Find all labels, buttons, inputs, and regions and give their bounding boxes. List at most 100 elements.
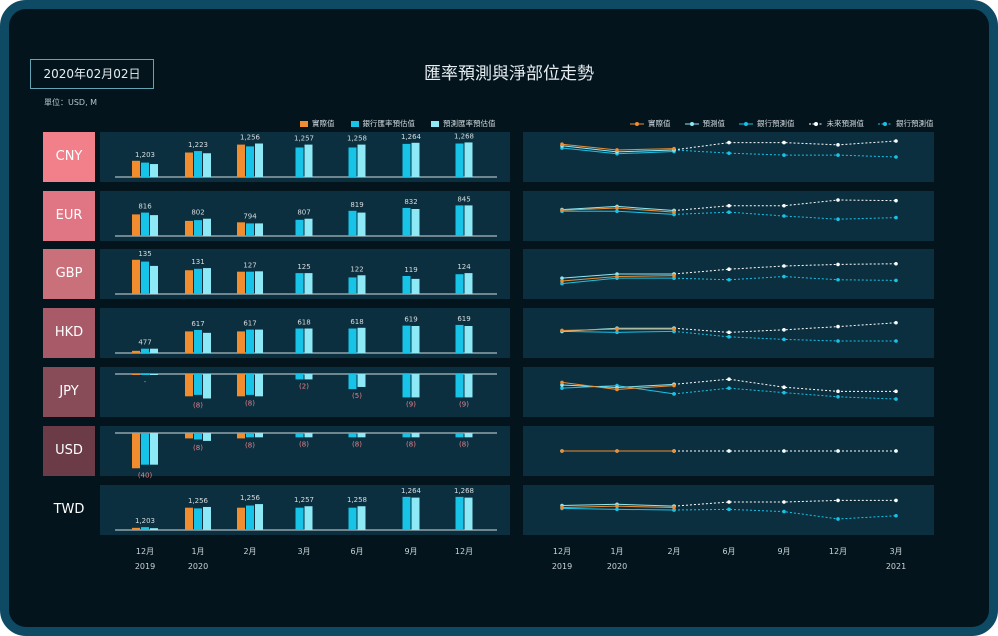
bar-actual[interactable] bbox=[185, 507, 193, 530]
line-future-point[interactable] bbox=[727, 330, 731, 335]
line-future-point[interactable] bbox=[782, 140, 786, 145]
bar-pred[interactable] bbox=[150, 348, 158, 353]
bar-bank[interactable] bbox=[455, 143, 464, 177]
bar-pred[interactable] bbox=[464, 273, 473, 294]
bar-bank[interactable] bbox=[348, 147, 357, 177]
line-actual-point[interactable] bbox=[672, 273, 676, 278]
line-bank-future-point[interactable] bbox=[836, 277, 840, 282]
line-actual-point[interactable] bbox=[560, 328, 564, 333]
bar-bank[interactable] bbox=[402, 496, 411, 530]
line-bank-future-point[interactable] bbox=[836, 153, 840, 157]
bar-actual[interactable] bbox=[237, 222, 245, 236]
line-bank-future-point[interactable] bbox=[894, 397, 898, 401]
line-bank-future-point[interactable] bbox=[727, 210, 731, 214]
bar-bank[interactable] bbox=[141, 374, 149, 375]
line-future-point[interactable] bbox=[727, 140, 731, 145]
bar-pred[interactable] bbox=[357, 433, 366, 438]
bar-pred[interactable] bbox=[464, 142, 473, 177]
line-bank-future-point[interactable] bbox=[727, 335, 731, 339]
line-actual-point[interactable] bbox=[615, 449, 619, 453]
bar-bank[interactable] bbox=[141, 162, 149, 177]
bar-pred[interactable] bbox=[203, 374, 211, 399]
line-future-point[interactable] bbox=[836, 324, 840, 329]
bar-pred[interactable] bbox=[411, 142, 420, 177]
line-future-point[interactable] bbox=[727, 449, 731, 453]
bar-pred[interactable] bbox=[304, 433, 313, 438]
bar-bank[interactable] bbox=[402, 433, 411, 438]
bar-bank[interactable] bbox=[141, 261, 149, 294]
bar-bank[interactable] bbox=[246, 223, 254, 236]
bar-pred[interactable] bbox=[464, 205, 473, 236]
bar-pred[interactable] bbox=[357, 327, 366, 353]
bar-pred[interactable] bbox=[411, 497, 420, 530]
bar-bank[interactable] bbox=[194, 329, 202, 353]
line-bank-point[interactable] bbox=[560, 386, 564, 390]
line-bank-point[interactable] bbox=[672, 276, 676, 280]
bar-pred[interactable] bbox=[255, 223, 263, 236]
bar-bank[interactable] bbox=[194, 433, 202, 440]
line-bank-future-point[interactable] bbox=[782, 153, 786, 157]
bar-pred[interactable] bbox=[150, 164, 158, 177]
bar-actual[interactable] bbox=[185, 270, 193, 294]
bar-pred[interactable] bbox=[357, 506, 366, 530]
bar-bank[interactable] bbox=[295, 273, 304, 294]
bar-actual[interactable] bbox=[185, 152, 193, 177]
bar-actual[interactable] bbox=[132, 160, 140, 177]
line-bank-future-point[interactable] bbox=[894, 155, 898, 159]
bar-pred[interactable] bbox=[150, 433, 158, 465]
bar-bank[interactable] bbox=[402, 325, 411, 353]
bar-bank[interactable] bbox=[455, 324, 464, 353]
line-actual-point[interactable] bbox=[672, 327, 676, 331]
bar-actual[interactable] bbox=[237, 507, 245, 530]
bar-pred[interactable] bbox=[255, 374, 263, 397]
bar-pred[interactable] bbox=[255, 143, 263, 177]
bar-pred[interactable] bbox=[150, 215, 158, 236]
bar-pred[interactable] bbox=[357, 275, 366, 294]
bar-bank[interactable] bbox=[141, 527, 149, 530]
bar-bank[interactable] bbox=[402, 374, 411, 398]
bar-pred[interactable] bbox=[255, 433, 263, 438]
bar-pred[interactable] bbox=[357, 144, 366, 177]
bar-actual[interactable] bbox=[132, 527, 140, 530]
bar-pred[interactable] bbox=[464, 433, 473, 438]
line-pred-point[interactable] bbox=[560, 383, 564, 387]
bar-bank[interactable] bbox=[194, 508, 202, 530]
line-future-point[interactable] bbox=[836, 262, 840, 267]
line-bank-point[interactable] bbox=[615, 330, 619, 335]
line-actual-point[interactable] bbox=[560, 142, 564, 146]
bar-actual[interactable] bbox=[237, 433, 245, 439]
bar-pred[interactable] bbox=[304, 144, 313, 177]
bar-pred[interactable] bbox=[304, 328, 313, 353]
bar-bank[interactable] bbox=[348, 277, 357, 294]
bar-bank[interactable] bbox=[141, 433, 149, 465]
bar-bank[interactable] bbox=[246, 374, 254, 395]
line-pred-point[interactable] bbox=[615, 272, 619, 276]
line-actual-point[interactable] bbox=[672, 146, 676, 151]
line-bank-point[interactable] bbox=[615, 209, 619, 213]
line-bank-future-point[interactable] bbox=[782, 274, 786, 279]
bar-actual[interactable] bbox=[237, 331, 245, 353]
bar-bank[interactable] bbox=[295, 507, 304, 530]
bar-pred[interactable] bbox=[150, 374, 158, 375]
bar-pred[interactable] bbox=[411, 433, 420, 438]
line-bank-future-point[interactable] bbox=[782, 390, 786, 395]
line-actual-point[interactable] bbox=[615, 148, 619, 152]
line-future-point[interactable] bbox=[727, 500, 731, 504]
bar-bank[interactable] bbox=[194, 220, 202, 236]
line-bank-future-point[interactable] bbox=[782, 337, 786, 342]
bar-pred[interactable] bbox=[304, 218, 313, 236]
bar-pred[interactable] bbox=[464, 374, 473, 398]
bar-bank[interactable] bbox=[348, 210, 357, 236]
line-bank-future-point[interactable] bbox=[836, 517, 840, 521]
bar-pred[interactable] bbox=[304, 374, 313, 380]
bar-bank[interactable] bbox=[141, 212, 149, 236]
line-future-point[interactable] bbox=[836, 198, 840, 202]
line-future-point[interactable] bbox=[727, 377, 731, 382]
line-actual-point[interactable] bbox=[672, 505, 676, 510]
bar-bank[interactable] bbox=[295, 374, 304, 380]
bar-pred[interactable] bbox=[150, 265, 158, 294]
bar-bank[interactable] bbox=[141, 348, 149, 353]
line-actual-point[interactable] bbox=[560, 208, 564, 213]
bar-bank[interactable] bbox=[348, 374, 357, 390]
line-bank-future-point[interactable] bbox=[894, 278, 898, 283]
